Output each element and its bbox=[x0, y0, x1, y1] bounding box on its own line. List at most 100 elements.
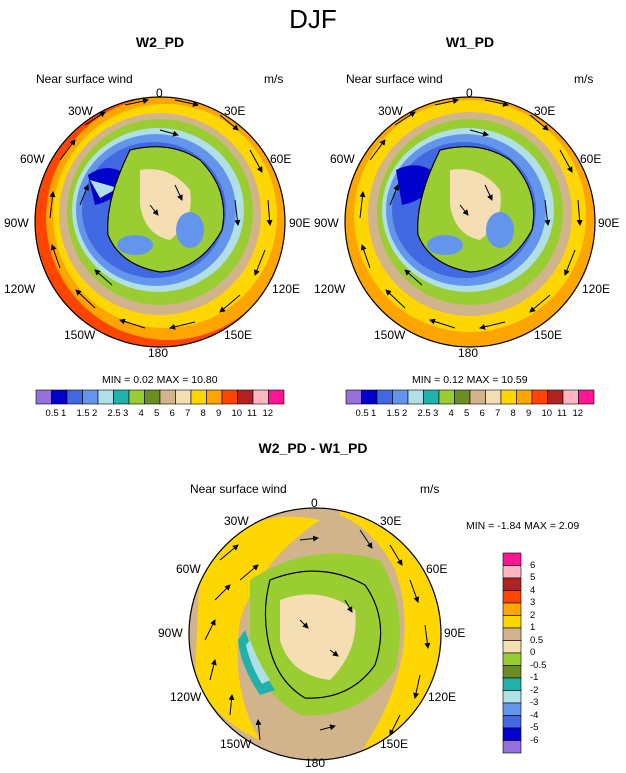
panel-subtitle-w1: Near surface wind bbox=[346, 72, 443, 86]
lon-label-150w: 150W bbox=[220, 737, 252, 751]
colorbar-swatch bbox=[502, 640, 522, 654]
colorbar-tick-label: 6 bbox=[479, 408, 485, 419]
colorbar-tick-label: 9 bbox=[526, 408, 532, 419]
colorbar-tick-label: 1.5 bbox=[76, 408, 90, 419]
colorbar-tick-label: 1 bbox=[371, 408, 377, 419]
lon-label-150e: 150E bbox=[534, 328, 563, 342]
lon-label-60e: 60E bbox=[580, 152, 602, 166]
lon-label-120w: 120W bbox=[4, 282, 36, 296]
lon-label-0: 0 bbox=[156, 86, 163, 100]
colorbar-tick-label: 9 bbox=[216, 408, 222, 419]
colorbar-tick-label: 5 bbox=[464, 408, 470, 419]
colorbar-tick-label: -3 bbox=[530, 697, 539, 708]
colorbar-tick-label: 1 bbox=[530, 622, 536, 633]
colorbar-swatch bbox=[502, 740, 522, 754]
colorbar-swatch bbox=[502, 602, 522, 616]
lon-label-90w: 90W bbox=[158, 626, 183, 640]
colorbar-swatch bbox=[578, 389, 595, 405]
lon-label-60e: 60E bbox=[426, 562, 448, 576]
lon-label-30w: 30W bbox=[68, 104, 93, 118]
lon-label-90w: 90W bbox=[314, 216, 339, 230]
colorbar-diff bbox=[502, 552, 522, 754]
lon-label-60e: 60E bbox=[270, 152, 292, 166]
diff-positive-band-west bbox=[195, 516, 320, 740]
panel-subtitle-w2: Near surface wind bbox=[36, 72, 133, 86]
colorbar-tick-label: 4 bbox=[448, 408, 454, 419]
lon-label-30e: 30E bbox=[534, 104, 556, 118]
colorbar-swatch bbox=[502, 565, 522, 579]
wind-vectors bbox=[49, 98, 273, 330]
colorbar-tick-label: -4 bbox=[530, 709, 539, 721]
colorbar-tick-label: 1 bbox=[61, 408, 67, 419]
colorbar-tick-label: 3 bbox=[530, 597, 536, 608]
colorbar-swatch bbox=[502, 727, 522, 741]
lon-label-180: 180 bbox=[305, 756, 326, 770]
colorbar-swatch bbox=[502, 665, 522, 679]
colorbar-tick-label: 7 bbox=[495, 408, 501, 419]
colorbar-tick-label: 5 bbox=[530, 572, 536, 583]
colorbar-tick-label: 6 bbox=[530, 559, 536, 571]
colorbar-tick-label: 6 bbox=[169, 408, 175, 419]
colorbar-tick-label: 3 bbox=[123, 408, 129, 419]
colorbar-tick-label: 10 bbox=[541, 408, 553, 419]
colorbar-swatch bbox=[502, 577, 522, 591]
lon-label-0: 0 bbox=[311, 496, 318, 510]
colorbar-tick-label: 0.5 bbox=[355, 408, 369, 419]
lon-label-120w: 120W bbox=[314, 282, 346, 296]
minmax-w1: MIN = 0.12 MAX = 10.59 bbox=[412, 374, 528, 386]
lon-label-90e: 90E bbox=[444, 626, 466, 640]
colorbar-swatch bbox=[268, 389, 285, 405]
colorbar-labels-w2: 0.5 1 1.5 2 2.5 3 4 5 6 7 8 9 10 11 12 bbox=[36, 408, 284, 420]
colorbar-labels-w1: 0.5 1 1.5 2 2.5 3 4 5 6 7 8 9 10 11 12 bbox=[346, 408, 594, 420]
lon-label-120e: 120E bbox=[428, 690, 457, 704]
lon-label-180: 180 bbox=[148, 346, 169, 360]
colorbar-tick-label: 1.5 bbox=[386, 408, 400, 419]
lon-label-90e: 90E bbox=[289, 216, 311, 230]
panel-subtitle-diff: Near surface wind bbox=[190, 482, 287, 496]
colorbar-swatch bbox=[502, 627, 522, 641]
lon-label-30w: 30W bbox=[378, 104, 403, 118]
panel-title-diff: W2_PD - W1_PD bbox=[258, 440, 368, 456]
panel-title-w2: W2_PD bbox=[135, 34, 185, 50]
lon-label-60w: 60W bbox=[176, 562, 201, 576]
lon-label-150e: 150E bbox=[380, 737, 409, 751]
colorbar-tick-label: 7 bbox=[185, 408, 191, 419]
colorbar-tick-label: 2.5 bbox=[107, 408, 121, 419]
panel-units-diff: m/s bbox=[420, 482, 440, 496]
colorbar-swatch bbox=[502, 702, 522, 716]
colorbar-tick-label: 0 bbox=[530, 647, 536, 658]
colorbar-tick-label: 2.5 bbox=[417, 408, 431, 419]
colorbar-tick-label: 5 bbox=[154, 408, 160, 419]
colorbar-tick-label: 2 bbox=[402, 408, 408, 419]
lon-label-0: 0 bbox=[466, 86, 473, 100]
lon-label-120e: 120E bbox=[272, 282, 301, 296]
lon-label-60w: 60W bbox=[20, 152, 45, 166]
lon-label-120w: 120W bbox=[170, 690, 202, 704]
colorbar-tick-label: -2 bbox=[530, 684, 539, 696]
colorbar-tick-label: 8 bbox=[510, 408, 516, 419]
colorbar-w2 bbox=[35, 389, 285, 405]
colorbar-tick-label: 11 bbox=[247, 408, 257, 419]
lon-label-150w: 150W bbox=[374, 328, 406, 342]
colorbar-tick-label: 8 bbox=[200, 408, 206, 419]
colorbar-swatch bbox=[502, 690, 522, 704]
colorbar-tick-label: 0.5 bbox=[530, 634, 544, 646]
lon-label-30e: 30E bbox=[380, 514, 402, 528]
colorbar-tick-label: -5 bbox=[530, 722, 539, 733]
minmax-diff: MIN = -1.84 MAX = 2.09 bbox=[466, 520, 580, 532]
colorbar-swatch bbox=[502, 615, 522, 629]
figure-title: DJF bbox=[289, 4, 337, 34]
colorbar-tick-label: -1 bbox=[530, 672, 539, 683]
colorbar-swatch bbox=[502, 652, 522, 666]
lon-label-30w: 30W bbox=[224, 514, 249, 528]
lon-label-90e: 90E bbox=[598, 216, 620, 230]
colorbar-tick-label: 10 bbox=[231, 408, 243, 419]
colorbar-diff-labels: 6 5 4 3 2 1 0.5 0 -0.5 -1 -2 -3 -4 -5 -6 bbox=[530, 553, 560, 753]
colorbar-tick-label: 3 bbox=[433, 408, 439, 419]
colorbar-swatch bbox=[502, 590, 522, 604]
colorbar-tick-label: 4 bbox=[530, 584, 536, 596]
colorbar-tick-label: -6 bbox=[530, 734, 539, 746]
lon-label-120e: 120E bbox=[582, 282, 611, 296]
